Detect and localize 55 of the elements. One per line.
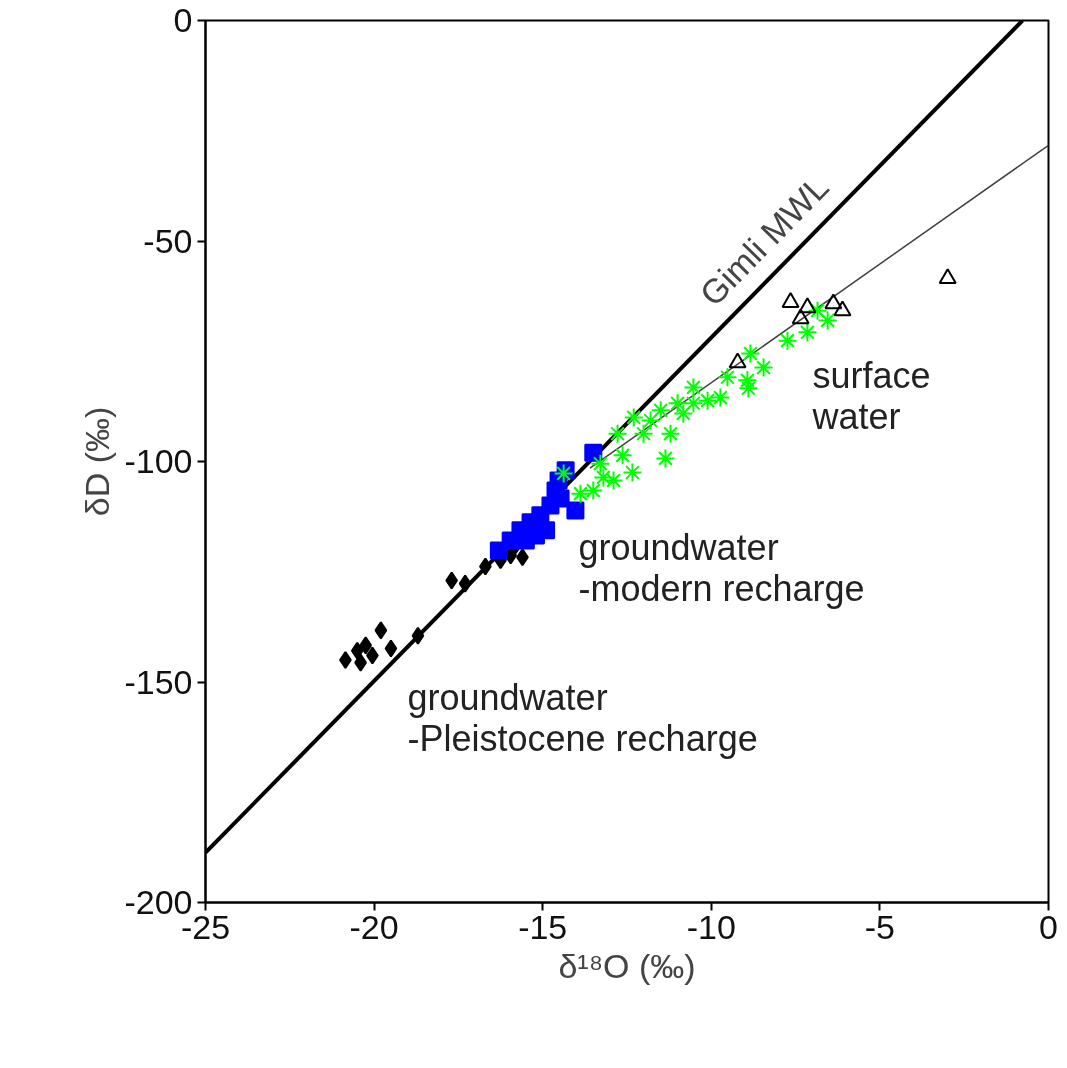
point [777,330,798,351]
annotation: surface water [811,354,931,437]
x-tick-label: -10 [686,907,736,946]
point [817,310,838,331]
point [807,300,828,321]
point [781,292,800,308]
point [667,393,688,414]
point [607,423,628,444]
point [411,626,425,645]
point [570,483,591,504]
y-tick-label: -100 [124,442,193,480]
point [660,423,681,444]
point [697,390,718,411]
x-axis-title: δ¹⁸O (‰) [558,946,696,985]
point [566,501,585,520]
point [655,448,676,469]
point [833,300,852,317]
point [603,470,624,491]
point [673,403,694,424]
x-tick-label: -5 [864,907,896,946]
point [938,268,957,285]
x-tick-label: -20 [349,907,399,946]
point [583,480,604,501]
y-tick-label: 0 [173,1,193,39]
point [728,352,747,369]
point [350,641,364,660]
point [590,453,611,474]
point [458,574,472,593]
point [374,621,388,640]
annotation: groundwater -modern recharge [578,526,865,609]
point [683,393,704,414]
y-tick-label: -50 [143,221,193,260]
annotation: groundwater -Pleistocene recharge [407,676,758,759]
y-axis-title: δD (‰) [78,406,117,517]
point [740,343,761,364]
point [623,407,644,428]
x-tick-label: -15 [518,907,568,946]
point [753,357,774,378]
point [650,400,671,421]
point [622,462,643,483]
point [791,308,810,325]
point [593,467,614,488]
point [612,445,633,466]
point [798,297,817,314]
point [633,423,654,444]
point [640,410,661,431]
point [384,639,398,658]
point [797,322,818,343]
point [738,378,759,399]
point [584,443,603,462]
point [710,387,731,408]
x-tick-label: 0 [1039,907,1058,946]
point [717,367,738,388]
y-tick-label: -150 [124,662,193,701]
point [824,293,843,310]
